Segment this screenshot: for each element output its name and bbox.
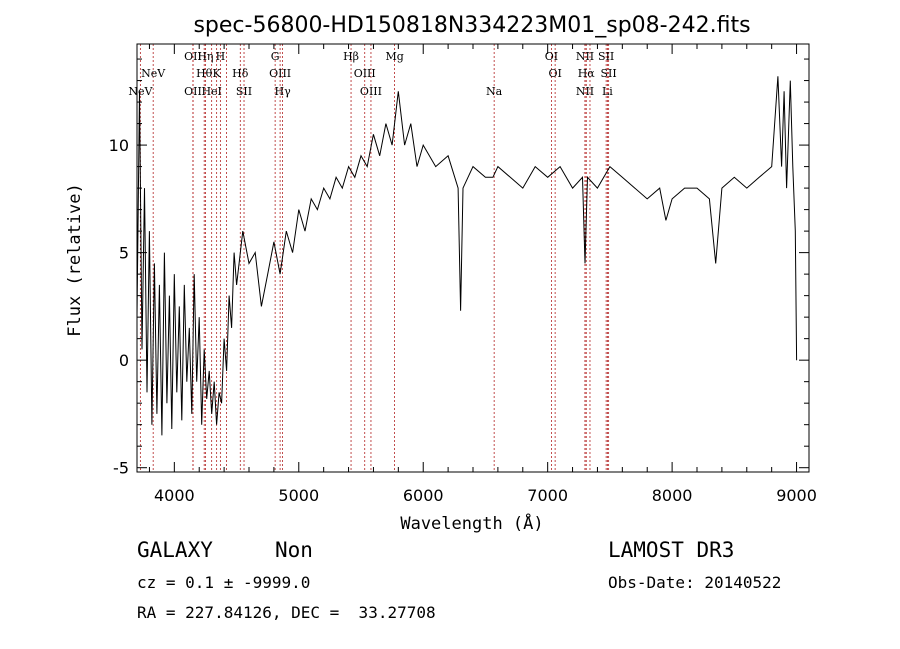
y-tick-label-1: 0	[119, 351, 129, 370]
marker-label-19: Na	[486, 85, 503, 98]
redshift-line: cz = 0.1 ± -9999.0	[137, 573, 311, 592]
marker-label-5: Hθ	[196, 67, 213, 80]
object-subclass: Non	[275, 538, 313, 562]
emission-line-markers	[139, 44, 610, 472]
marker-label-17: OIII	[360, 85, 382, 98]
marker-label-11: SII	[236, 85, 252, 98]
marker-label-14: Hγ	[275, 85, 292, 98]
marker-label-4: Hη	[197, 50, 213, 63]
marker-label-28: Li	[602, 85, 613, 98]
marker-label-18: Mg	[385, 50, 403, 63]
marker-label-26: SII	[598, 50, 614, 63]
marker-label-23: Hα	[578, 67, 596, 80]
marker-label-1: NeV	[141, 67, 166, 80]
marker-label-0: NeV	[128, 85, 153, 98]
x-axis-ticks: 4000 5000 6000 7000 8000 9000	[148, 44, 817, 505]
marker-label-15: Hβ	[343, 50, 359, 63]
y-axis-label: Flux (relative)	[65, 183, 85, 337]
plot-frame	[136, 43, 810, 473]
marker-label-8: K	[213, 67, 222, 80]
y-axis-ticks: -5 0 5 10	[109, 58, 809, 478]
marker-label-16: OIII	[354, 67, 376, 80]
x-tick-label-3: 7000	[527, 486, 568, 505]
x-tick-label-0: 4000	[154, 486, 195, 505]
x-axis-label: Wavelength (Å)	[400, 512, 543, 534]
x-tick-label-1: 5000	[278, 486, 319, 505]
marker-label-27: SII	[601, 67, 617, 80]
x-tick-label-4: 8000	[652, 486, 693, 505]
coordinates: RA = 227.84126, DEC = 33.27708	[137, 603, 436, 622]
object-type: GALAXY	[137, 538, 213, 562]
y-tick-label-3: 10	[109, 136, 129, 155]
marker-label-2: OII	[184, 50, 202, 63]
x-tick-label-5: 9000	[776, 486, 817, 505]
y-tick-label-2: 5	[119, 244, 129, 263]
marker-label-22: NII	[576, 50, 594, 63]
marker-label-24: NII	[576, 85, 594, 98]
spectrum-line	[136, 76, 798, 436]
marker-label-6: HeI	[201, 85, 221, 98]
x-tick-label-2: 6000	[403, 486, 444, 505]
marker-label-10: Hδ	[232, 67, 249, 80]
observation-date: Obs-Date: 20140522	[608, 573, 782, 592]
marker-label-13: OIII	[269, 67, 291, 80]
marker-label-12: G	[271, 50, 280, 63]
marker-label-21: OI	[548, 67, 561, 80]
marker-label-3: OII	[184, 85, 202, 98]
y-tick-label-0: -5	[113, 459, 129, 478]
marker-label-20: OI	[545, 50, 558, 63]
chart-title: spec-56800-HD150818N334223M01_sp08-242.f…	[193, 13, 750, 38]
survey-name: LAMOST DR3	[608, 538, 735, 562]
marker-label-7: H	[216, 50, 226, 63]
